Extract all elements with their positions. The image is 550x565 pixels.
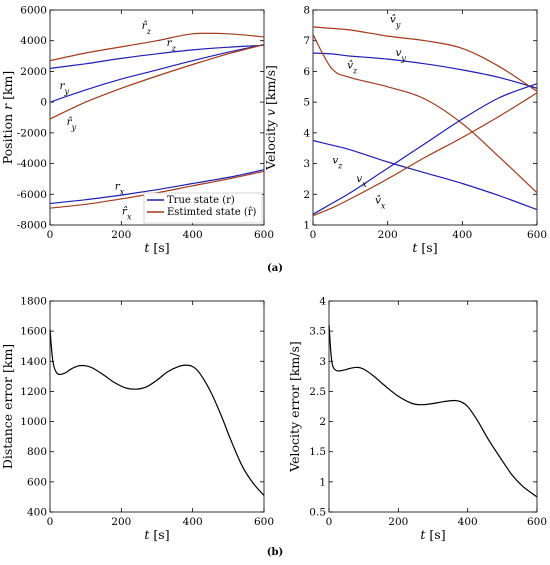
position-curve-label: r̂y [67, 116, 77, 132]
distance_error-xtick-label: 0 [47, 516, 54, 528]
position-ytick-label: -4000 [17, 158, 47, 170]
velocity-ylabel: Velocity v [km/s] [263, 65, 278, 171]
position-legend-label: True state (r) [167, 195, 235, 206]
velocity-error-chart: 0 200 400 600 0.5 1 1.5 2 2.5 3 3.5 4 t [s] Velocity … [287, 296, 547, 543]
velocity-series-v-z-2 [312, 139, 538, 211]
position-series-r-z-1 [49, 32, 265, 62]
velocity-series-v-x-4 [312, 83, 538, 215]
position-xlabel: t [s] [144, 240, 169, 255]
distance_error-ytick-label: 1000 [20, 416, 47, 428]
velocity-ytick-label: 5 [303, 97, 310, 109]
position-curve-label: rz [167, 37, 177, 53]
position-series-r-y-3 [49, 44, 265, 120]
velocity-curve-label: vz [332, 155, 343, 171]
distance_error-ytick-label: 1200 [20, 386, 47, 398]
distance_error-ytick-label: 800 [27, 446, 47, 458]
velocity-ytick-label: 2 [303, 189, 310, 201]
velocity_error-ytick-label: 1 [319, 476, 326, 488]
velocity-xtick-label: 600 [527, 229, 547, 241]
velocity_error-xtick-label: 400 [458, 516, 478, 528]
velocity-chart: 0 200 400 600 1 2 3 4 5 6 7 8 t [s] Velocity v [km/s]… [263, 5, 547, 256]
distance_error-ytick-label: 1800 [20, 296, 47, 308]
distance_error-ytick-label: 600 [27, 476, 47, 488]
velocity-curve-label: v̂z [347, 59, 358, 75]
position-ytick-label: -6000 [17, 189, 47, 201]
velocity-curve-label: vy [395, 47, 406, 63]
velocity-curve-label: v̂y [390, 13, 401, 29]
position-chart: 0 200 400 600 -8000 -6000 -4000 -2000 0 2000 4000 6… [0, 5, 274, 256]
distance_error-ytick-label: 1400 [20, 356, 47, 368]
position-ytick-label: 6000 [20, 5, 47, 17]
distance-error-chart: 0 200 400 600 400 600 800 1000 1200 1400 1600 1800 t… [0, 296, 274, 543]
position-series-r-z-0 [49, 44, 265, 69]
velocity-series-v-z-3 [312, 34, 538, 194]
position-curve-label: ry [59, 80, 69, 96]
velocity_error-xlabel: t [s] [420, 527, 445, 542]
distance_error-xtick-label: 400 [183, 516, 203, 528]
velocity-series-v-y-0 [312, 52, 538, 89]
position-legend-label: Estimted state (r̂) [167, 207, 257, 218]
velocity-xtick-label: 0 [310, 229, 317, 241]
position-ytick-label: 4000 [20, 35, 47, 47]
velocity-ytick-label: 8 [303, 5, 310, 17]
velocity_error-ylabel: Velocity error [km/s] [287, 341, 302, 473]
velocity-curve-label: v̂x [375, 195, 386, 211]
velocity-xtick-label: 400 [452, 229, 472, 241]
position-ylabel: Position r [km] [0, 71, 15, 165]
velocity_error-ytick-label: 3 [319, 356, 326, 368]
velocity_error-axes-frame [328, 300, 538, 513]
position-axes-frame [49, 9, 265, 226]
velocity-series-v-x-5 [312, 92, 538, 217]
distance_error-xtick-label: 600 [254, 516, 274, 528]
distance_error-axes-frame [49, 300, 265, 513]
velocity_error-ytick-label: 4 [319, 296, 326, 308]
position-curve-label: r̂x [122, 205, 132, 221]
distance_error-ytick-label: 1600 [20, 326, 47, 338]
distance_error-series-distance-error-0 [49, 329, 265, 496]
position-legend: True state (r)Estimted state (r̂) [143, 192, 263, 224]
velocity-ytick-label: 4 [303, 127, 310, 139]
velocity_error-ytick-label: 0.5 [309, 507, 326, 519]
position-ytick-label: 2000 [20, 66, 47, 78]
velocity-ytick-label: 6 [303, 66, 310, 78]
velocity-ytick-label: 7 [303, 35, 310, 47]
velocity-series-v-y-1 [312, 26, 538, 92]
velocity-ytick-label: 3 [303, 158, 310, 170]
position-xtick-label: 200 [111, 229, 131, 241]
position-ytick-label: -8000 [17, 220, 47, 232]
velocity_error-xtick-label: 0 [326, 516, 333, 528]
velocity_error-xtick-label: 600 [527, 516, 547, 528]
position-xtick-label: 0 [47, 229, 54, 241]
velocity_error-ytick-label: 2.5 [309, 386, 326, 398]
position-curve-label: rx [115, 181, 125, 197]
position-series-r-y-2 [49, 44, 265, 103]
velocity_error-ytick-label: 2 [319, 416, 326, 428]
distance_error-ylabel: Distance error [km] [0, 344, 15, 469]
position-ytick-label: -2000 [17, 127, 47, 139]
distance_error-xtick-label: 200 [111, 516, 131, 528]
velocity_error-series-velocity-error-0 [328, 325, 538, 498]
position-legend-box [143, 192, 263, 224]
distance_error-xlabel: t [s] [144, 527, 169, 542]
velocity_error-ytick-label: 1.5 [309, 446, 326, 458]
velocity_error-xtick-label: 200 [388, 516, 408, 528]
velocity_error-ytick-label: 3.5 [309, 326, 326, 338]
caption-top: (a) [267, 263, 283, 274]
velocity-xtick-label: 200 [378, 229, 398, 241]
distance_error-ytick-label: 400 [27, 507, 47, 519]
position-series-r-x-4 [49, 169, 265, 205]
position-ytick-label: 0 [40, 97, 47, 109]
velocity-axes-frame [312, 9, 538, 226]
velocity-ytick-label: 1 [303, 220, 310, 232]
position-xtick-label: 400 [183, 229, 203, 241]
position-curve-label: r̂z [142, 20, 152, 35]
position-xtick-label: 600 [254, 229, 274, 241]
velocity-xlabel: t [s] [412, 240, 437, 255]
velocity-curve-label: vx [356, 173, 367, 189]
caption-bottom: (b) [267, 547, 283, 558]
